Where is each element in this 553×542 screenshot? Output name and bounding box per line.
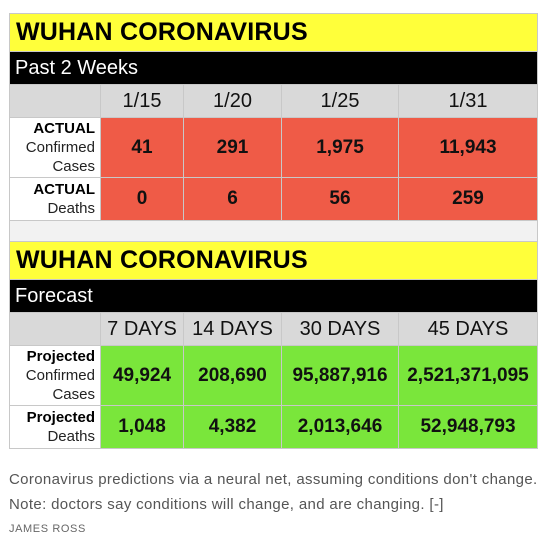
row-label-line: Cases — [52, 386, 95, 403]
row-label-line: Confirmed — [25, 139, 95, 156]
table1-subtitle: Past 2 Weeks — [9, 51, 538, 85]
period-header: 7 DAYS — [100, 312, 184, 346]
row-label-bold: ACTUAL — [33, 181, 95, 198]
collapse-caption-link[interactable]: [-] — [429, 496, 444, 513]
projected-deaths-value: 52,948,793 — [398, 405, 538, 449]
row-label-line: Deaths — [47, 428, 95, 445]
actual-deaths-value: 0 — [100, 177, 184, 221]
row-label-projected-cases: Projected Confirmed Cases — [9, 345, 101, 406]
actual-cases-value: 291 — [183, 117, 282, 178]
actual-deaths-value: 56 — [281, 177, 399, 221]
image-caption: Coronavirus predictions via a neural net… — [9, 467, 545, 517]
period-header: 45 DAYS — [398, 312, 538, 346]
header-blank-cell — [9, 84, 101, 118]
projected-cases-value: 95,887,916 — [281, 345, 399, 406]
row-label-line: Deaths — [47, 200, 95, 217]
caption-text: Coronavirus predictions via a neural net… — [9, 471, 538, 513]
actual-deaths-value: 6 — [183, 177, 282, 221]
actual-cases-value: 11,943 — [398, 117, 538, 178]
date-header: 1/31 — [398, 84, 538, 118]
row-label-line: Confirmed — [25, 367, 95, 384]
row-label-actual-deaths: ACTUAL Deaths — [9, 177, 101, 221]
row-label-bold: Projected — [26, 409, 95, 426]
row-label-projected-deaths: Projected Deaths — [9, 405, 101, 449]
date-header: 1/25 — [281, 84, 399, 118]
projected-deaths-value: 2,013,646 — [281, 405, 399, 449]
projected-deaths-value: 1,048 — [100, 405, 184, 449]
coronavirus-spreadsheet: WUHAN CORONAVIRUS Past 2 Weeks 1/15 1/20… — [9, 13, 538, 449]
actual-cases-value: 41 — [100, 117, 184, 178]
table2-subtitle: Forecast — [9, 279, 538, 313]
projected-cases-value: 2,521,371,095 — [398, 345, 538, 406]
header-blank-cell — [9, 312, 101, 346]
table1-title: WUHAN CORONAVIRUS — [9, 13, 538, 52]
actual-cases-value: 1,975 — [281, 117, 399, 178]
row-label-bold: Projected — [26, 348, 95, 365]
period-header: 30 DAYS — [281, 312, 399, 346]
date-header: 1/20 — [183, 84, 282, 118]
photo-credit: JAMES ROSS — [9, 523, 86, 535]
projected-cases-value: 49,924 — [100, 345, 184, 406]
spacer-row — [9, 220, 538, 242]
row-label-line: Cases — [52, 158, 95, 175]
row-label-bold: ACTUAL — [33, 120, 95, 137]
period-header: 14 DAYS — [183, 312, 282, 346]
data-table: WUHAN CORONAVIRUS Past 2 Weeks 1/15 1/20… — [9, 13, 538, 449]
table2-title: WUHAN CORONAVIRUS — [9, 241, 538, 280]
projected-deaths-value: 4,382 — [183, 405, 282, 449]
row-label-actual-cases: ACTUAL Confirmed Cases — [9, 117, 101, 178]
projected-cases-value: 208,690 — [183, 345, 282, 406]
date-header: 1/15 — [100, 84, 184, 118]
actual-deaths-value: 259 — [398, 177, 538, 221]
